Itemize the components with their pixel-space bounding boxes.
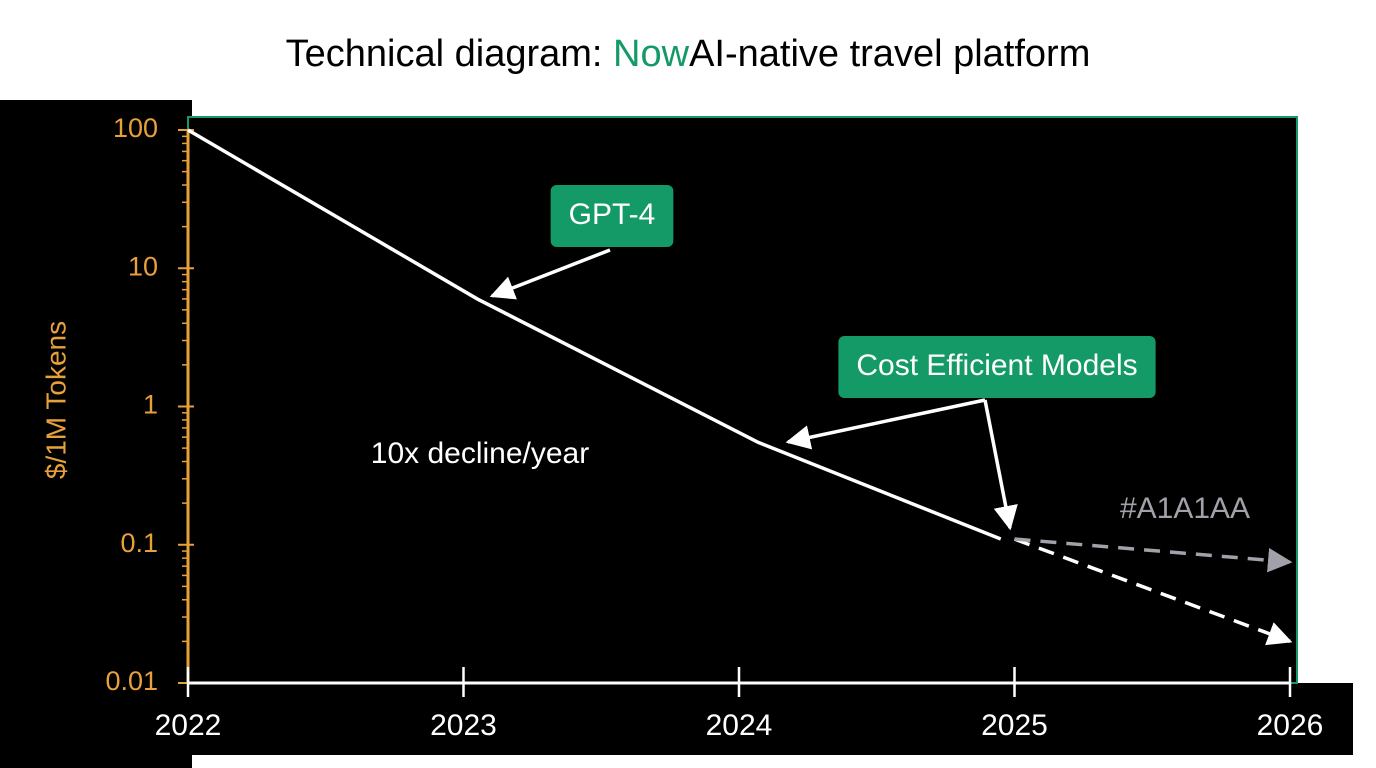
annotation-text: #A1A1AA [1120, 492, 1250, 525]
y-tick-label: 0.01 [105, 666, 158, 696]
series-line [1013, 537, 1293, 646]
y-tick-label: 0.1 [120, 528, 158, 558]
annotation-arrows [489, 248, 1018, 531]
arrow [785, 398, 986, 450]
bottom-panel [0, 683, 1353, 755]
y-tick-label: 1 [143, 390, 158, 420]
title-part: Technical diagram: [286, 33, 613, 75]
left-panel [0, 100, 192, 768]
arrow [983, 399, 1018, 531]
series-line [187, 128, 1002, 541]
x-tick-label: 2024 [706, 709, 773, 742]
y-tick-label: 100 [113, 113, 158, 143]
annotation-label: Cost Efficient Models [856, 349, 1137, 382]
annotation-box [838, 336, 1156, 398]
x-tick-label: 2025 [981, 709, 1048, 742]
arrow [489, 248, 611, 300]
y-tick-label: 10 [128, 251, 158, 281]
plot-area [187, 116, 1298, 684]
x-tick-label: 2022 [155, 709, 222, 742]
annotation-box [550, 185, 674, 247]
title-part: AI-native travel platform [689, 33, 1090, 75]
chart-title: Technical diagram: NowAI-native travel p… [286, 33, 1091, 75]
x-tick-label: 2023 [430, 709, 497, 742]
title-highlight: Now [613, 33, 690, 75]
annotation-label: GPT-4 [569, 198, 656, 231]
series-line [1014, 537, 1293, 573]
y-axis-label: $/1M Tokens [40, 321, 71, 479]
x-tick-label: 2026 [1257, 709, 1324, 742]
annotation-text: 10x decline/year [371, 437, 589, 470]
